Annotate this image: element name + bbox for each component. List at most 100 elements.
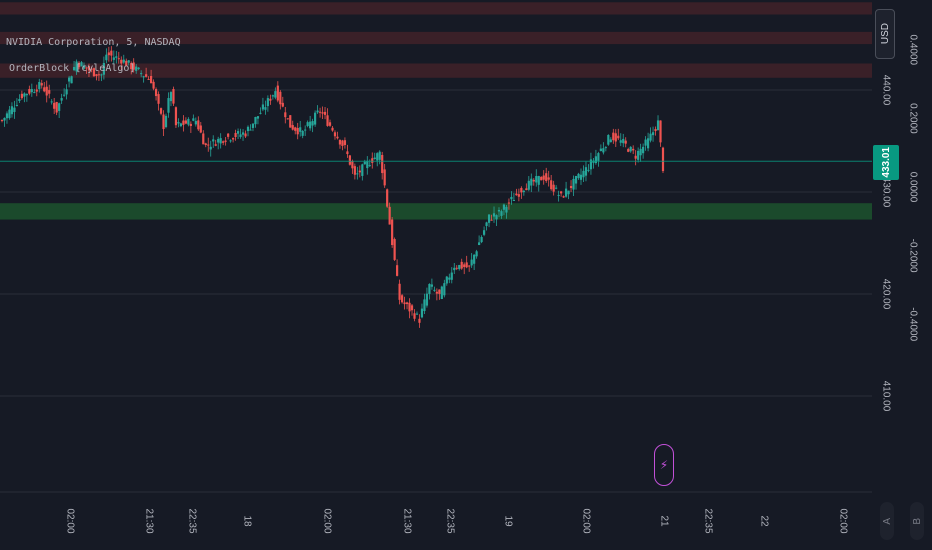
candle-body: [557, 194, 560, 196]
candle: [560, 190, 563, 197]
candle-body: [547, 177, 550, 180]
candle-body: [60, 98, 63, 101]
candle: [187, 117, 190, 127]
last-price-value: 433.01: [880, 147, 892, 178]
candle-body: [577, 173, 580, 179]
bullish-order-block-zone: [0, 203, 872, 220]
candle-body: [13, 107, 16, 112]
candle-body: [50, 101, 53, 103]
candle: [100, 73, 103, 82]
bearish-order-block-zone: [0, 63, 872, 78]
candle-body: [309, 121, 312, 129]
candle: [495, 214, 498, 227]
candle-body: [100, 74, 103, 76]
candle: [10, 102, 14, 118]
candle: [463, 262, 466, 275]
time-tick-label: 21:30: [143, 508, 154, 533]
candle: [348, 154, 351, 166]
candle-body: [597, 153, 600, 161]
candle: [361, 163, 364, 181]
candle: [281, 96, 284, 108]
candle: [584, 161, 588, 182]
event-marker[interactable]: ⚡︎: [654, 444, 674, 486]
candle: [388, 202, 391, 225]
candle-body: [423, 299, 426, 312]
candle-body: [443, 283, 446, 296]
currency-button[interactable]: USD: [875, 9, 895, 59]
candle-body: [271, 95, 274, 97]
candle-body: [522, 190, 525, 193]
candle-body: [634, 155, 637, 159]
candle: [487, 214, 491, 228]
symbol-legend[interactable]: NVIDIA Corporation, 5, NASDAQ: [6, 37, 181, 48]
candle-body: [545, 173, 548, 181]
candle-body: [284, 112, 287, 118]
candle: [130, 61, 133, 75]
candle: [343, 137, 347, 149]
candle: [159, 107, 163, 116]
candle-body: [619, 140, 622, 143]
candle: [299, 120, 302, 137]
candle: [642, 143, 645, 159]
candle-body: [286, 118, 289, 120]
candle-body: [542, 175, 545, 180]
candle: [497, 207, 501, 218]
candle-body: [125, 60, 128, 66]
candle: [592, 157, 595, 169]
candle-body: [172, 88, 175, 104]
candle: [164, 113, 168, 129]
candle-body: [43, 87, 46, 92]
candle-body: [398, 283, 401, 300]
candle: [632, 145, 635, 155]
candle-body: [251, 123, 255, 128]
candle: [276, 81, 279, 103]
candle: [274, 87, 277, 100]
candle: [465, 255, 468, 269]
candle-body: [627, 149, 630, 152]
candle-body: [435, 291, 438, 294]
candle: [609, 137, 612, 143]
auto-scale-button[interactable]: A: [880, 502, 894, 540]
candle: [428, 283, 431, 300]
candle: [222, 140, 225, 146]
candle: [448, 273, 451, 284]
candle-body: [579, 174, 583, 180]
candle-body: [90, 68, 93, 70]
candle: [20, 90, 23, 100]
candle-body: [10, 106, 14, 115]
candle: [95, 73, 98, 81]
indicator-legend[interactable]: OrderBlock [cyleAlgo]: [9, 63, 135, 74]
candle-body: [174, 107, 178, 126]
candle-body: [649, 133, 652, 141]
candle: [227, 133, 230, 140]
candle: [415, 311, 419, 315]
candle: [473, 254, 476, 271]
candle-body: [609, 139, 612, 143]
candle: [338, 139, 342, 149]
candle-body: [85, 67, 88, 69]
candle-body: [294, 127, 297, 131]
candle: [371, 152, 374, 169]
candle: [537, 175, 540, 192]
time-axis[interactable]: 02:00 21:30 22:35 18 02:00 21:30 22:35 19 02:00 2…: [0, 491, 872, 534]
candle-body: [28, 89, 31, 94]
candle-body: [425, 293, 429, 306]
candle-body: [661, 147, 665, 172]
price-tick-label: 420.00: [880, 279, 891, 310]
candle-body: [540, 176, 543, 181]
candle: [614, 129, 617, 147]
price-axis[interactable]: 440.00 430.00 420.00 410.00: [880, 75, 891, 412]
candle: [15, 98, 19, 107]
candle: [177, 118, 180, 128]
candle-body: [659, 120, 662, 143]
candle-body: [219, 138, 222, 144]
log-scale-button[interactable]: B: [910, 502, 924, 540]
candle: [656, 115, 660, 131]
candle: [403, 296, 406, 310]
candle: [294, 126, 297, 135]
candle-body: [67, 77, 71, 82]
candle: [209, 140, 212, 157]
candle-body: [507, 202, 511, 204]
